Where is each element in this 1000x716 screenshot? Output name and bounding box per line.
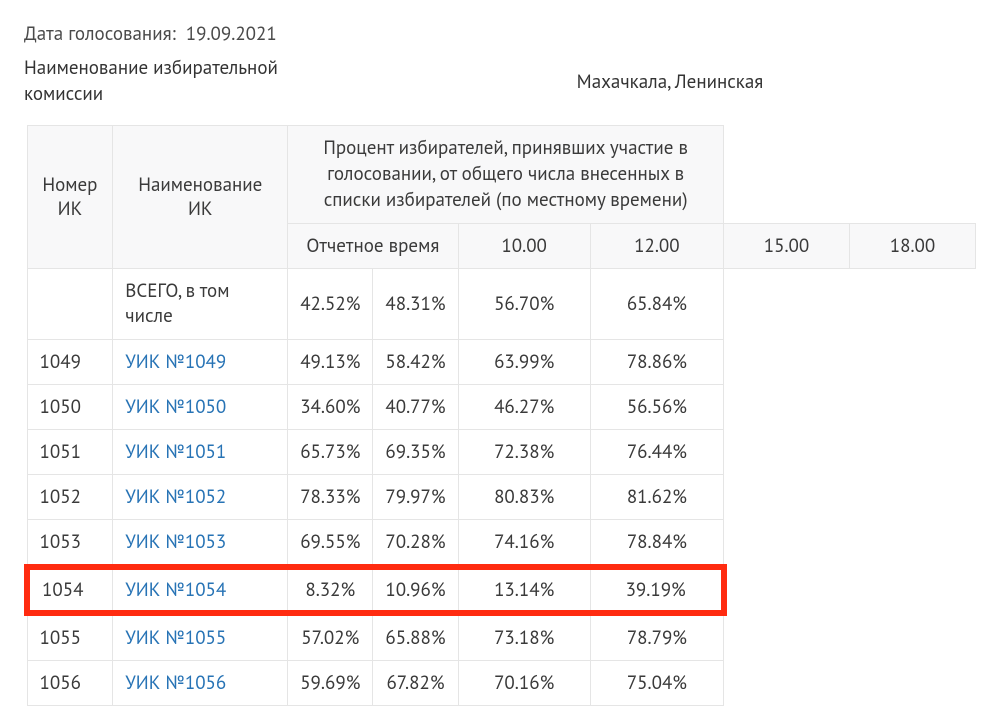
row-name: УИК №1056 [113, 660, 288, 705]
row-val: 8.32% [288, 567, 373, 613]
uik-link[interactable]: УИК №1056 [125, 671, 226, 695]
voting-date-label: Дата голосования: [24, 22, 176, 46]
row-val: 69.55% [288, 519, 373, 567]
row-name: УИК №1052 [113, 474, 288, 519]
row-num: 1052 [27, 474, 113, 519]
summary-row: ВСЕГО, в том числе 42.52% 48.31% 56.70% … [27, 269, 976, 339]
header-report-time: Отчетное время [288, 224, 458, 269]
table-row: 1052 УИК №1052 78.33%79.97%80.83%81.62% [27, 474, 976, 519]
row-num: 1051 [27, 429, 113, 474]
row-val: 13.14% [458, 567, 590, 613]
row-num: 1054 [27, 567, 113, 613]
uik-link[interactable]: УИК №1049 [125, 350, 226, 374]
row-name: УИК №1053 [113, 519, 288, 567]
page: Дата голосования: 19.09.2021 Наименовани… [0, 0, 1000, 716]
row-val: 72.38% [458, 429, 590, 474]
row-val: 78.79% [590, 613, 723, 661]
row-val: 65.73% [288, 429, 373, 474]
summary-val-1: 48.31% [373, 269, 458, 339]
row-val: 69.35% [373, 429, 458, 474]
table-row: 1049 УИК №1049 49.13%58.42%63.99%78.86% [27, 339, 976, 384]
uik-link[interactable]: УИК №1052 [125, 485, 226, 509]
row-name: УИК №1051 [113, 429, 288, 474]
table-header: Номер ИК Наименование ИК Процент избират… [27, 126, 976, 269]
uik-link[interactable]: УИК №1051 [125, 440, 226, 464]
row-num: 1056 [27, 660, 113, 705]
uik-link[interactable]: УИК №1053 [125, 530, 226, 554]
voting-date-value: 19.09.2021 [186, 22, 277, 46]
row-num: 1050 [27, 384, 113, 429]
header-time-2: 15.00 [724, 224, 850, 269]
header-time-1: 12.00 [590, 224, 723, 269]
table-row: 1056 УИК №1056 59.69%67.82%70.16%75.04% [27, 660, 976, 705]
summary-val-2: 56.70% [458, 269, 590, 339]
row-val: 63.99% [458, 339, 590, 384]
row-name: УИК №1054 [113, 567, 288, 613]
uik-link[interactable]: УИК №1054 [125, 578, 226, 602]
row-val: 49.13% [288, 339, 373, 384]
row-val: 75.04% [590, 660, 723, 705]
header-time-0: 10.00 [458, 224, 590, 269]
results-table: Номер ИК Наименование ИК Процент избират… [24, 125, 976, 705]
row-val: 10.96% [373, 567, 458, 613]
row-val: 65.88% [373, 613, 458, 661]
commission-value: Махачкала, Ленинская [324, 70, 976, 94]
row-val: 70.16% [458, 660, 590, 705]
header-percent-title: Процент избирателей, принявших участие в… [288, 126, 724, 224]
table-row: 1051 УИК №1051 65.73%69.35%72.38%76.44% [27, 429, 976, 474]
row-val: 78.86% [590, 339, 723, 384]
row-val: 79.97% [373, 474, 458, 519]
row-val: 58.42% [373, 339, 458, 384]
row-val: 80.83% [458, 474, 590, 519]
row-val: 74.16% [458, 519, 590, 567]
commission-row: Наименование избирательной комиссии Маха… [24, 56, 976, 107]
row-val: 34.60% [288, 384, 373, 429]
row-val: 78.33% [288, 474, 373, 519]
table-row: 1054 УИК №1054 8.32%10.96%13.14%39.19% [27, 567, 976, 613]
voting-date-row: Дата голосования: 19.09.2021 [24, 22, 976, 46]
summary-val-3: 65.84% [590, 269, 723, 339]
commission-label: Наименование избирательной комиссии [24, 56, 324, 107]
header-col-num: Номер ИК [27, 126, 113, 269]
row-val: 46.27% [458, 384, 590, 429]
header-col-name: Наименование ИК [113, 126, 288, 269]
row-val: 39.19% [590, 567, 723, 613]
uik-link[interactable]: УИК №1055 [125, 626, 226, 650]
summary-num [27, 269, 113, 339]
row-name: УИК №1050 [113, 384, 288, 429]
row-name: УИК №1055 [113, 613, 288, 661]
row-val: 76.44% [590, 429, 723, 474]
row-val: 81.62% [590, 474, 723, 519]
row-name: УИК №1049 [113, 339, 288, 384]
row-val: 73.18% [458, 613, 590, 661]
row-val: 67.82% [373, 660, 458, 705]
uik-link[interactable]: УИК №1050 [125, 395, 226, 419]
table-row: 1053 УИК №1053 69.55%70.28%74.16%78.84% [27, 519, 976, 567]
row-val: 40.77% [373, 384, 458, 429]
row-val: 78.84% [590, 519, 723, 567]
summary-label: ВСЕГО, в том числе [113, 269, 288, 339]
row-val: 56.56% [590, 384, 723, 429]
row-num: 1053 [27, 519, 113, 567]
row-num: 1049 [27, 339, 113, 384]
row-num: 1055 [27, 613, 113, 661]
row-val: 57.02% [288, 613, 373, 661]
table-body: ВСЕГО, в том числе 42.52% 48.31% 56.70% … [27, 269, 976, 705]
row-val: 70.28% [373, 519, 458, 567]
summary-val-0: 42.52% [288, 269, 373, 339]
row-val: 59.69% [288, 660, 373, 705]
header-time-3: 18.00 [850, 224, 976, 269]
table-row: 1055 УИК №1055 57.02%65.88%73.18%78.79% [27, 613, 976, 661]
table-row: 1050 УИК №1050 34.60%40.77%46.27%56.56% [27, 384, 976, 429]
